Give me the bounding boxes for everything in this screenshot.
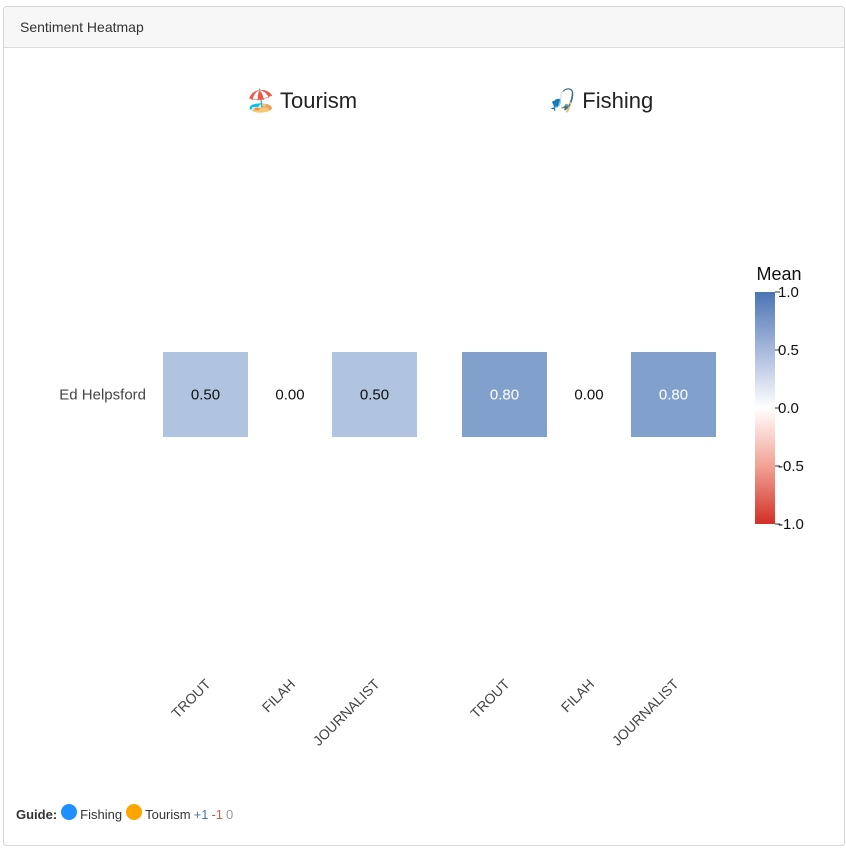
facet-title-0: 🏖️ Tourism [247, 88, 357, 113]
cell-value-label: 0.00 [275, 387, 304, 404]
fishing-dot-icon [61, 804, 78, 820]
x-tick-label: TROUT [168, 675, 214, 721]
colorbar-tick-label: -0.5 [778, 458, 804, 475]
colorbar-tick-label: 0.0 [778, 400, 799, 417]
y-label-0: Ed Helpsford [59, 387, 146, 404]
x-tick-label: JOURNALIST [609, 675, 682, 748]
guide-item-fishing: Fishing [80, 806, 123, 822]
heatmap-cell [462, 352, 547, 437]
colorbar-gradient [755, 292, 775, 524]
guide-label: Guide: [16, 806, 58, 822]
guide-item-tourism: Tourism [145, 806, 191, 822]
cell-value-label: 0.50 [360, 387, 389, 404]
cell-value-label: 0.00 [574, 387, 603, 404]
guide-positive: +1 [193, 806, 209, 822]
cell-value-label: 0.80 [659, 387, 688, 404]
guide-neutral: 0 [226, 806, 234, 822]
tourism-dot-icon [126, 804, 143, 820]
x-tick-label: FILAH [259, 676, 298, 715]
colorbar-title: Mean [756, 264, 801, 284]
colorbar-tick-label: -1.0 [778, 516, 804, 533]
x-tick-label: JOURNALIST [310, 675, 383, 748]
facet-title-1: 🎣 Fishing [549, 86, 653, 113]
panel-title: Sentiment Heatmap [4, 7, 844, 48]
x-tick-label: TROUT [467, 675, 513, 721]
heatmap-cell [163, 352, 248, 437]
cell-value-label: 0.80 [490, 387, 519, 404]
x-tick-label: FILAH [558, 676, 597, 715]
guide-negative: -1 [211, 806, 223, 822]
colorbar-tick-label: 1.0 [778, 284, 799, 301]
heatmap-cell [332, 352, 417, 437]
heatmap-cell [631, 352, 716, 437]
cell-value-label: 0.50 [191, 387, 220, 404]
guide-legend: Guide: Fishing Tourism +1 -1 0 [16, 804, 234, 822]
colorbar-tick-label: 0.5 [778, 342, 799, 359]
